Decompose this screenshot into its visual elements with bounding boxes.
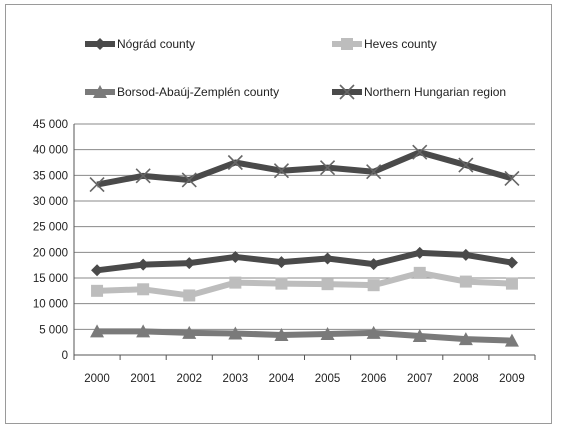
y-tick-label: 20 000	[33, 247, 68, 259]
x-tick-label: 2001	[130, 373, 156, 385]
y-tick-label: 15 000	[33, 273, 68, 285]
legend-label: Heves county	[364, 37, 437, 51]
y-tick-label: 30 000	[33, 196, 68, 208]
data-point-northern-hungarian-region	[227, 154, 243, 171]
data-point-borsod-aba-j-zempl-n-county	[228, 326, 243, 340]
y-tick-label: 40 000	[33, 145, 68, 157]
data-point-n-gr-d-county	[183, 257, 196, 270]
y-tick-label: 0	[62, 350, 68, 362]
series-line-northern-hungarian-region	[96, 149, 513, 188]
data-point-northern-hungarian-region	[273, 163, 290, 179]
data-point-n-gr-d-county	[275, 256, 288, 269]
x-tick-label: 2009	[499, 373, 525, 385]
x-tick-label: 2004	[269, 373, 295, 385]
data-point-heves-county	[367, 279, 380, 292]
legend-marker	[94, 38, 106, 50]
data-point-heves-county	[91, 284, 104, 297]
legend-marker	[93, 85, 107, 98]
x-tick-label: 2008	[453, 373, 479, 385]
legend-label: Nógrád county	[117, 37, 195, 51]
y-tick-label: 10 000	[33, 299, 68, 311]
data-point-heves-county	[183, 289, 196, 302]
legend-item-northern-hungarian-region: Northern Hungarian region	[332, 84, 506, 100]
data-point-northern-hungarian-region	[135, 168, 151, 184]
y-tick-label: 25 000	[33, 222, 68, 234]
data-point-northern-hungarian-region	[319, 160, 336, 176]
data-point-borsod-aba-j-zempl-n-county	[320, 326, 335, 340]
legend-marker	[341, 38, 353, 50]
data-point-n-gr-d-county	[321, 252, 334, 265]
y-tick-label: 45 000	[33, 119, 68, 131]
data-point-n-gr-d-county	[413, 246, 426, 259]
data-point-heves-county	[321, 278, 334, 291]
x-tick-label: 2000	[84, 373, 110, 385]
data-point-northern-hungarian-region	[89, 177, 105, 193]
x-tick-label: 2003	[223, 373, 249, 385]
data-point-borsod-aba-j-zempl-n-county	[366, 325, 381, 339]
series-line-n-gr-d-county	[96, 249, 513, 274]
data-point-northern-hungarian-region	[366, 164, 382, 180]
legend-item-n-gr-d-county: Nógrád county	[85, 37, 195, 51]
data-point-northern-hungarian-region	[504, 170, 520, 186]
x-tick-label: 2006	[361, 373, 387, 385]
data-point-heves-county	[459, 275, 472, 288]
data-point-borsod-aba-j-zempl-n-county	[274, 327, 289, 341]
y-tick-label: 35 000	[33, 170, 68, 182]
data-point-n-gr-d-county	[505, 256, 518, 269]
data-point-heves-county	[275, 277, 288, 290]
data-point-n-gr-d-county	[91, 264, 104, 277]
data-point-n-gr-d-county	[367, 258, 380, 271]
x-tick-label: 2005	[315, 373, 341, 385]
legend-label: Northern Hungarian region	[364, 85, 506, 99]
y-tick-label: 5 000	[39, 324, 68, 336]
data-point-borsod-aba-j-zempl-n-county	[90, 324, 105, 338]
x-tick-label: 2007	[407, 373, 433, 385]
legend-item-heves-county: Heves county	[332, 37, 437, 51]
data-point-borsod-aba-j-zempl-n-county	[136, 324, 151, 338]
data-point-northern-hungarian-region	[458, 157, 474, 173]
data-point-borsod-aba-j-zempl-n-county	[458, 332, 473, 346]
legend-item-borsod-aba-j-zempl-n-county: Borsod-Abaúj-Zemplén county	[85, 85, 279, 99]
legend-marker	[339, 84, 355, 100]
data-point-heves-county	[413, 266, 426, 279]
data-point-n-gr-d-county	[229, 250, 242, 263]
x-tick-label: 2002	[176, 373, 202, 385]
data-point-northern-hungarian-region	[412, 144, 428, 160]
data-point-n-gr-d-county	[459, 248, 472, 261]
data-point-n-gr-d-county	[137, 258, 150, 271]
data-point-heves-county	[229, 276, 242, 289]
legend-label: Borsod-Abaúj-Zemplén county	[117, 85, 279, 99]
data-point-borsod-aba-j-zempl-n-county	[182, 325, 197, 339]
data-point-heves-county	[505, 277, 518, 290]
data-point-borsod-aba-j-zempl-n-county	[412, 329, 427, 343]
chart-frame	[5, 4, 552, 424]
data-point-borsod-aba-j-zempl-n-county	[504, 333, 519, 347]
data-point-heves-county	[137, 283, 150, 296]
data-point-northern-hungarian-region	[181, 172, 197, 188]
series-line-borsod-aba-j-zempl-n-county	[97, 328, 513, 344]
series-line-heves-county	[96, 269, 513, 299]
